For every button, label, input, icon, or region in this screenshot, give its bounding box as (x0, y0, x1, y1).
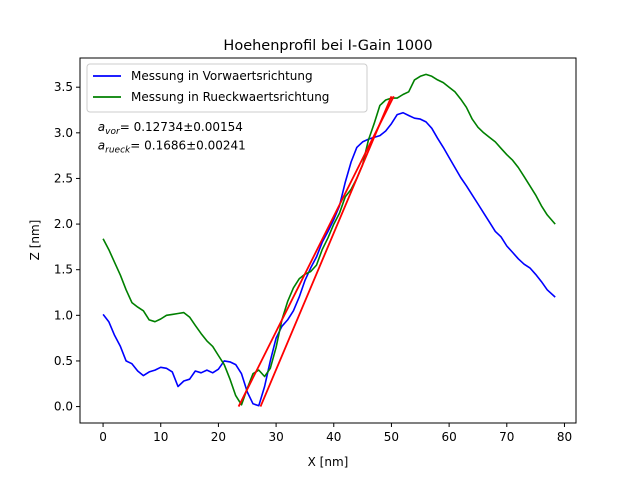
x-tick-label: 50 (384, 430, 399, 444)
chart-title: Hoehenprofil bei I-Gain 1000 (223, 38, 432, 54)
x-axis-label: X [nm] (308, 455, 349, 469)
legend-box (86, 63, 368, 113)
y-tick-label: 2.5 (54, 171, 73, 185)
y-tick-label: 1.0 (54, 308, 73, 322)
annotation-subscript: vor (105, 127, 121, 137)
axis-ticks: 0 10 20 30 40 50 60 70 80 0.0 0.5 1.0 1.5 2.0 2.5 3.0 3.… (54, 80, 572, 444)
y-tick-label: 2.0 (54, 217, 73, 231)
series-layer (102, 73, 556, 407)
series-line-vorwaerts (102, 111, 556, 407)
y-tick-label: 1.5 (54, 263, 73, 277)
slope-annotation: avor= 0.12734±0.00154 (98, 120, 243, 137)
x-tick-label: 70 (499, 430, 514, 444)
annotation-value: = 0.12734±0.00154 (120, 120, 243, 134)
fit-line-2 (259, 95, 393, 407)
series-line-rueckwaerts (102, 73, 556, 406)
x-tick-label: 10 (153, 430, 168, 444)
legend: Messung in Vorwaertsrichtung Messung in R… (86, 63, 368, 113)
annotation-value: = 0.1686±0.00241 (130, 138, 246, 152)
annotation-symbol: a (98, 120, 105, 134)
annotation-subscript: rueck (105, 145, 131, 155)
y-tick-label: 0.0 (54, 400, 73, 414)
y-tick-label: 3.0 (54, 126, 73, 140)
legend-label: Messung in Rueckwaertsrichtung (131, 90, 329, 104)
x-tick-label: 0 (99, 430, 107, 444)
x-tick-label: 80 (557, 430, 572, 444)
y-tick-label: 0.5 (54, 354, 73, 368)
x-tick-label: 60 (441, 430, 456, 444)
x-tick-label: 20 (211, 430, 226, 444)
x-tick-label: 30 (268, 430, 283, 444)
y-tick-label: 3.5 (54, 80, 73, 94)
annotation-symbol: a (98, 138, 105, 152)
x-tick-label: 40 (326, 430, 341, 444)
slope-annotation: arueck= 0.1686±0.00241 (98, 138, 246, 155)
y-axis-label: Z [nm] (28, 220, 42, 261)
plot-frame (79, 57, 577, 424)
fit-line-1 (237, 95, 395, 407)
legend-label: Messung in Vorwaertsrichtung (131, 69, 313, 83)
